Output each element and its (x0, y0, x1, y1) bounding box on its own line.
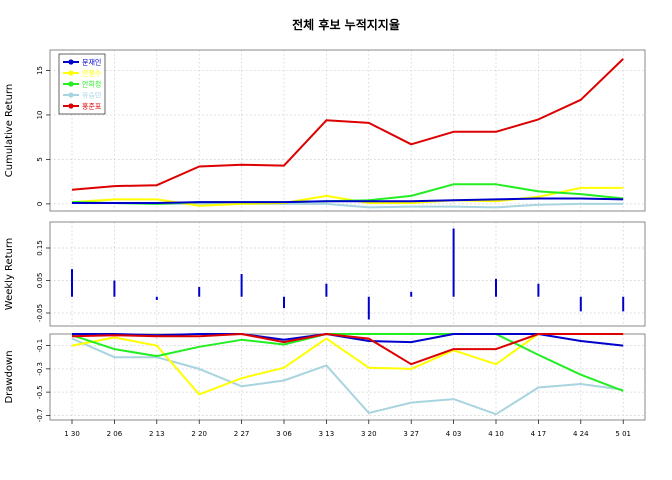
chart-title: 전체 후보 누적지지율 (292, 17, 400, 32)
legend-marker (68, 70, 74, 76)
y-tick-label: 5 (36, 157, 44, 161)
x-tick-label: 3 06 (276, 430, 292, 438)
y-tick-label: -0.3 (36, 362, 44, 376)
y-tick-label: 0.15 (36, 240, 44, 256)
series-line-2 (71, 333, 624, 396)
series-line-4 (72, 333, 624, 347)
series-line-2 (71, 186, 624, 207)
grid (50, 334, 645, 420)
legend-label: 홍준표 (82, 102, 102, 111)
x-tick-label: 1 30 (64, 430, 80, 438)
x-axis: 1 30 2 06 2 13 2 20 2 27 3 06 3 13 3 20 3 27 4 03… (64, 420, 631, 438)
x-tick-label: 4 03 (446, 430, 462, 438)
x-tick-label: 4 24 (573, 430, 589, 438)
x-tick-label: 5 01 (615, 430, 631, 438)
x-tick-label: 2 27 (234, 430, 250, 438)
legend-label: 안희정 (82, 80, 101, 89)
x-tick-label: 4 10 (488, 430, 504, 438)
legend-marker (68, 92, 74, 98)
x-tick-label: 2 13 (149, 430, 165, 438)
legend-label: 문재인 (82, 58, 101, 67)
series-line-1 (71, 337, 624, 416)
series-line-3 (71, 333, 624, 392)
legend-marker (68, 81, 74, 87)
legend-label: 유승민 (82, 91, 101, 100)
y-tick-label: 0 (36, 202, 44, 206)
y-axis-label: Cumulative Return (4, 84, 15, 177)
legend-marker (68, 103, 74, 109)
panel-frame (49, 333, 646, 421)
x-tick-label: 3 27 (403, 430, 419, 438)
panel-2: -0.05 0.05 0.15 Weekly Return (4, 221, 646, 327)
x-tick-label: 2 06 (107, 430, 123, 438)
x-tick-label: 3 20 (361, 430, 377, 438)
y-tick-label: 15 (36, 66, 44, 75)
y-tick-label: -0.05 (36, 304, 44, 322)
y-tick-label: 10 (36, 110, 44, 119)
series-line-4 (72, 197, 624, 204)
legend-label: 안철수 (82, 69, 102, 78)
grid (50, 222, 645, 326)
panel-frame (49, 221, 646, 327)
legend-marker (68, 59, 74, 65)
x-tick-label: 2 20 (191, 430, 207, 438)
series-line-5 (71, 58, 624, 191)
y-axis-label: Weekly Return (4, 238, 15, 310)
series-line-5 (71, 333, 624, 366)
x-tick-label: 3 13 (319, 430, 335, 438)
y-tick-label: -0.5 (36, 385, 44, 399)
panel-frame (49, 49, 646, 212)
y-tick-label: -0.7 (36, 409, 44, 423)
y-axis-label: Drawdown (4, 350, 15, 403)
y-tick-label: 0.05 (36, 273, 44, 289)
y-tick-label: -0.1 (36, 339, 44, 353)
panel-3: -0.1 -0.3 -0.5 -0.7 Drawdown (4, 333, 646, 423)
x-tick-label: 4 17 (531, 430, 547, 438)
grid (50, 50, 645, 211)
